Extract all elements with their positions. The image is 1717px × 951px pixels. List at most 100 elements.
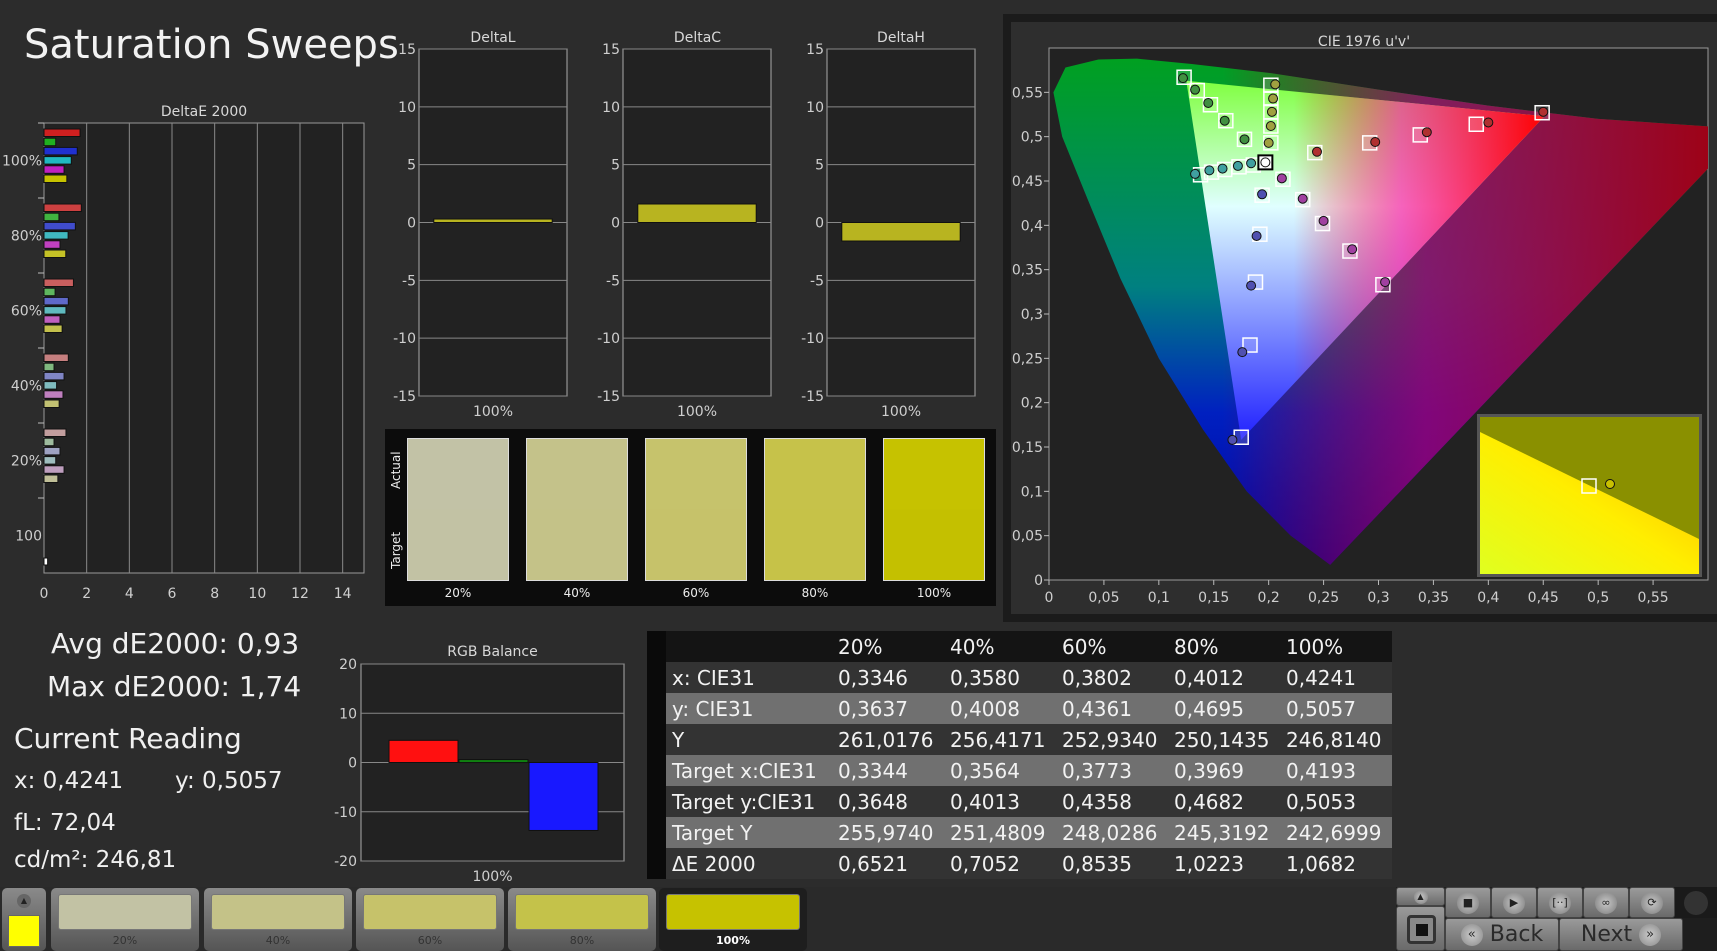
stop-icon: ■ xyxy=(1457,891,1479,914)
deltae-bar-magenta xyxy=(43,165,65,174)
deltae-chart: 0 2 4 6 8 10 12 14 100% 80% 60% 40% 20% 100 xyxy=(2,122,365,602)
next-button[interactable]: Next » xyxy=(1559,918,1683,951)
deltae-bar-green xyxy=(43,362,55,372)
y-tick-label: 0,5 xyxy=(1021,130,1043,146)
deltae-bar-magenta xyxy=(43,315,61,324)
deltae-bar-yellow xyxy=(43,174,68,183)
white-measured-marker xyxy=(1260,157,1271,168)
measured-marker-magenta xyxy=(1318,215,1329,226)
next-label: Next xyxy=(1580,922,1633,947)
table-cell: 0,4682 xyxy=(1168,786,1280,817)
current-y: y: 0,5057 xyxy=(175,768,283,794)
y-tick-label: 0 xyxy=(348,756,357,772)
deltae-bar-blue xyxy=(43,371,65,381)
deltae-bar-green xyxy=(43,437,55,447)
table-row: y: CIE31 0,3637 0,4008 0,4361 0,4695 0,5057 xyxy=(647,693,1392,724)
swatch-comparison-panel: Actual Target 20% 40% 60% 80% 100% xyxy=(385,429,996,606)
back-button[interactable]: « Back xyxy=(1445,918,1559,951)
row-gutter xyxy=(647,662,666,693)
table-cell: 1,0223 xyxy=(1168,848,1280,879)
table-cell: 0,3580 xyxy=(944,662,1056,693)
x-tick-label: 0,2 xyxy=(1258,590,1280,606)
stop-square-icon xyxy=(1407,915,1436,944)
y-tick-label: 5 xyxy=(815,158,824,174)
table-cell: 0,5053 xyxy=(1280,786,1392,817)
row-label: Target Y xyxy=(666,817,832,848)
deltah-chart-title: DeltaH xyxy=(877,30,925,46)
y-tick-label: 10 xyxy=(339,706,357,722)
scroll-up-icon[interactable]: ▲ xyxy=(17,894,31,908)
y-tick-label: -20 xyxy=(334,854,357,870)
stop-record-button[interactable] xyxy=(1396,906,1445,951)
x-tick-label: 0,3 xyxy=(1367,590,1389,606)
row-gutter xyxy=(647,631,666,662)
measured-marker-cyan xyxy=(1246,158,1257,169)
measured-marker-green xyxy=(1203,97,1214,108)
swatch-label: 100% xyxy=(916,586,952,600)
play-button[interactable]: ▶ xyxy=(1491,887,1537,918)
double-chevron-right-icon: » xyxy=(1639,924,1662,946)
chevron-up-icon: ▲ xyxy=(1413,889,1428,904)
y-tick-label: 0,35 xyxy=(1012,263,1043,279)
table-cell: 0,4013 xyxy=(944,786,1056,817)
bracket-icon: [··] xyxy=(1549,891,1571,914)
x-tick-label: 0,35 xyxy=(1418,590,1449,606)
deltae-bar-cyan xyxy=(43,306,67,315)
bracket-button[interactable]: [··] xyxy=(1537,887,1583,918)
swatch-label: 40% xyxy=(563,586,591,600)
stop-button[interactable]: ■ xyxy=(1445,887,1491,918)
table-cell: 0,4361 xyxy=(1056,693,1168,724)
swatch-card-80%[interactable]: 80% xyxy=(508,888,656,951)
collapse-button[interactable]: ▲ xyxy=(1396,887,1445,906)
refresh-button[interactable]: ⟳ xyxy=(1629,887,1675,918)
deltae-bar-red xyxy=(43,428,67,437)
x-category-label: 100% xyxy=(472,869,512,885)
table-cell: 0,3637 xyxy=(832,693,944,724)
table-cell: 0,3346 xyxy=(832,662,944,693)
measured-marker-green xyxy=(1219,115,1230,126)
y-category-label: 60% xyxy=(11,304,42,320)
table-cell: 0,4241 xyxy=(1280,662,1392,693)
deltae-bar-yellow xyxy=(43,249,67,258)
gamut-triangle-red-overlay xyxy=(1186,80,1545,440)
table-header-row: 20% 40% 60% 80% 100% xyxy=(647,631,1392,662)
table-cell: 0,3648 xyxy=(832,786,944,817)
x-tick-label: 0,5 xyxy=(1587,590,1609,606)
measured-marker-red xyxy=(1311,146,1322,157)
x-tick-label: 4 xyxy=(125,586,134,602)
y-tick-label: 15 xyxy=(398,42,416,58)
status-light-icon xyxy=(1684,891,1708,915)
refresh-icon: ⟳ xyxy=(1641,891,1663,914)
deltae-bar-cyan xyxy=(43,156,72,165)
measured-marker-yellow xyxy=(1270,79,1281,90)
x-tick-label: 6 xyxy=(168,586,177,602)
inset-target-marker xyxy=(1581,478,1597,494)
swatch-card-40%[interactable]: 40% xyxy=(204,888,352,951)
target-marker-red xyxy=(1468,116,1485,133)
swatch-card-20%[interactable]: 20% xyxy=(51,888,199,951)
swatch-card-60%[interactable]: 60% xyxy=(356,888,504,951)
infinity-button[interactable]: ∞ xyxy=(1583,887,1629,918)
y-tick-label: 0,45 xyxy=(1012,174,1043,190)
rgb-bar-red xyxy=(388,739,459,764)
table-cell: 246,8140 xyxy=(1280,724,1392,755)
table-cell: 0,8535 xyxy=(1056,848,1168,879)
swatch-60% xyxy=(645,438,747,581)
x-tick-label: 2 xyxy=(82,586,91,602)
measured-marker-yellow xyxy=(1265,121,1276,132)
deltac-chart-title: DeltaC xyxy=(673,30,722,46)
measured-marker-blue xyxy=(1246,280,1257,291)
x-category-label: 100% xyxy=(677,404,717,420)
column-header: 80% xyxy=(1168,631,1280,662)
y-tick-label: -15 xyxy=(801,389,824,405)
y-tick-label: 15 xyxy=(602,42,620,58)
y-category-label: 100% xyxy=(2,154,42,170)
swatch-card-100%[interactable]: 100% xyxy=(659,888,807,951)
rgb-bar-green xyxy=(458,759,529,764)
row-gutter xyxy=(647,724,666,755)
current-color-swatch xyxy=(8,915,40,947)
column-header: 40% xyxy=(944,631,1056,662)
current-color-card[interactable]: ▲ xyxy=(2,888,46,951)
column-header: 60% xyxy=(1056,631,1168,662)
x-tick-label: 0 xyxy=(1045,590,1054,606)
